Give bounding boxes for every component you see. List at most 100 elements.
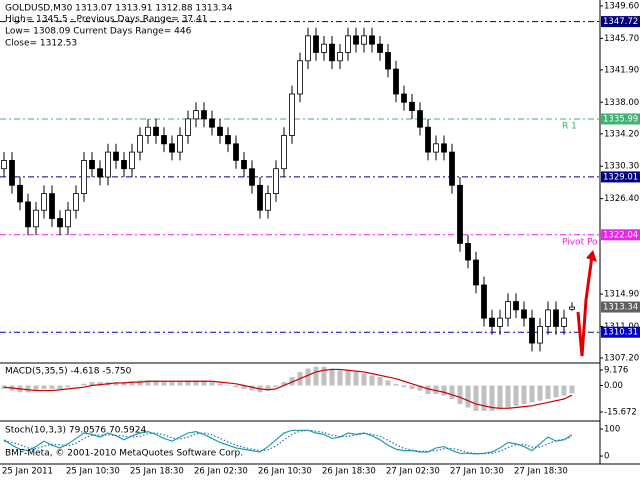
y-tick-label: 1345.70 bbox=[604, 34, 639, 44]
macd-bar bbox=[249, 385, 255, 391]
macd-bar bbox=[89, 382, 95, 386]
macd-bar bbox=[209, 382, 215, 386]
macd-bar bbox=[537, 385, 543, 401]
candle-body bbox=[345, 35, 351, 53]
candle-body bbox=[473, 259, 479, 286]
y-tick-label: -15.672 bbox=[604, 408, 637, 418]
level-label: 1310.31 bbox=[603, 328, 638, 338]
level-text: Pivot Po bbox=[562, 237, 598, 247]
y-tick-label: 100 bbox=[604, 424, 620, 434]
macd-bar bbox=[185, 380, 191, 386]
candle-body bbox=[169, 143, 175, 153]
pane-title: Stoch(10,3,3) 79.0576 70.5924 bbox=[5, 426, 146, 436]
candle-body bbox=[57, 218, 63, 228]
level-label-box bbox=[601, 16, 640, 28]
y-tick-label: 1326.40 bbox=[604, 194, 639, 204]
macd-bar bbox=[377, 377, 383, 386]
macd-bar bbox=[561, 385, 567, 396]
macd-bar bbox=[73, 385, 79, 386]
macd-bar bbox=[313, 366, 319, 386]
candle-body bbox=[305, 35, 311, 62]
candle-body bbox=[537, 326, 543, 344]
candle-body bbox=[177, 135, 183, 153]
candle-body bbox=[185, 118, 191, 136]
macd-bar bbox=[545, 385, 551, 400]
candle-body bbox=[121, 160, 127, 170]
candle-body bbox=[9, 160, 15, 186]
macd-bar bbox=[513, 385, 519, 406]
macd-bar bbox=[33, 385, 39, 391]
candle-body bbox=[65, 209, 71, 228]
candle-body bbox=[257, 184, 263, 211]
candle-body bbox=[385, 52, 391, 70]
macd-bar bbox=[129, 382, 135, 386]
level-label-box bbox=[601, 326, 640, 338]
macd-bar bbox=[329, 368, 335, 386]
indicator-line bbox=[3, 368, 573, 409]
x-tick-label: 27 Jan 02:30 bbox=[386, 467, 440, 477]
macd-bar bbox=[145, 380, 151, 386]
indicator-line bbox=[3, 429, 573, 455]
candle-body bbox=[433, 143, 439, 153]
level-label-box bbox=[601, 171, 640, 183]
candle-body bbox=[449, 151, 455, 186]
macd-bar bbox=[225, 385, 231, 386]
macd-bar bbox=[201, 380, 207, 386]
candle-body bbox=[49, 193, 55, 219]
candle-body bbox=[457, 184, 463, 244]
x-tick-label: 26 Jan 02:30 bbox=[194, 467, 248, 477]
macd-bar bbox=[489, 385, 495, 411]
candle-body bbox=[33, 209, 39, 228]
macd-bar bbox=[529, 385, 535, 403]
y-tick-label: 1349.60 bbox=[604, 1, 639, 11]
candle-body bbox=[497, 317, 503, 327]
macd-bar bbox=[193, 380, 199, 386]
candle-body bbox=[153, 126, 159, 136]
candle-body bbox=[17, 184, 23, 203]
x-tick-label: 27 Jan 10:30 bbox=[450, 467, 504, 477]
macd-bar bbox=[481, 385, 487, 411]
macd-bar bbox=[417, 385, 423, 391]
candle-body bbox=[393, 68, 399, 95]
candle-body bbox=[553, 309, 559, 327]
candle-body bbox=[337, 52, 343, 62]
y-tick-label: 1314.90 bbox=[604, 290, 639, 300]
footer: BMF-Meta, © 2001-2010 MetaQuotes Softwar… bbox=[5, 449, 243, 459]
macd-bar bbox=[305, 368, 311, 386]
x-tick-label: 25 Jan 18:30 bbox=[130, 467, 184, 477]
y-tick-label: 0.00 bbox=[604, 381, 623, 391]
drawn-arrow bbox=[576, 255, 594, 357]
candle-body bbox=[209, 118, 215, 128]
candle-body bbox=[161, 135, 167, 145]
candle-body bbox=[289, 93, 295, 136]
y-tick-label: 9.176 bbox=[604, 365, 628, 375]
macd-bar bbox=[553, 385, 559, 398]
macd-bar bbox=[369, 375, 375, 386]
level-label: 1322.04 bbox=[603, 230, 638, 240]
candle-body bbox=[521, 309, 527, 319]
candle-body bbox=[233, 143, 239, 161]
macd-bar bbox=[169, 382, 175, 386]
macd-bar bbox=[505, 385, 511, 408]
y-tick-label: 1307.20 bbox=[604, 354, 639, 364]
candle-body bbox=[425, 126, 431, 153]
macd-bar bbox=[401, 385, 407, 388]
macd-bar bbox=[393, 383, 399, 386]
candle-body bbox=[193, 110, 199, 120]
x-tick-label: 27 Jan 18:30 bbox=[514, 467, 568, 477]
candle-body bbox=[513, 301, 519, 311]
candle-body bbox=[145, 126, 151, 136]
macd-bar bbox=[153, 380, 159, 386]
current-price-box bbox=[601, 301, 640, 313]
macd-bar bbox=[361, 373, 367, 386]
info-line: Close= 1312.53 bbox=[5, 39, 77, 49]
level-label: 1329.01 bbox=[603, 172, 638, 182]
macd-bar bbox=[137, 380, 143, 386]
candle-body bbox=[129, 151, 135, 170]
candle-body bbox=[401, 93, 407, 103]
candle-body bbox=[265, 193, 271, 211]
macd-bar bbox=[473, 385, 479, 411]
x-tick-label: 26 Jan 18:30 bbox=[322, 467, 376, 477]
macd-bar bbox=[441, 385, 447, 396]
